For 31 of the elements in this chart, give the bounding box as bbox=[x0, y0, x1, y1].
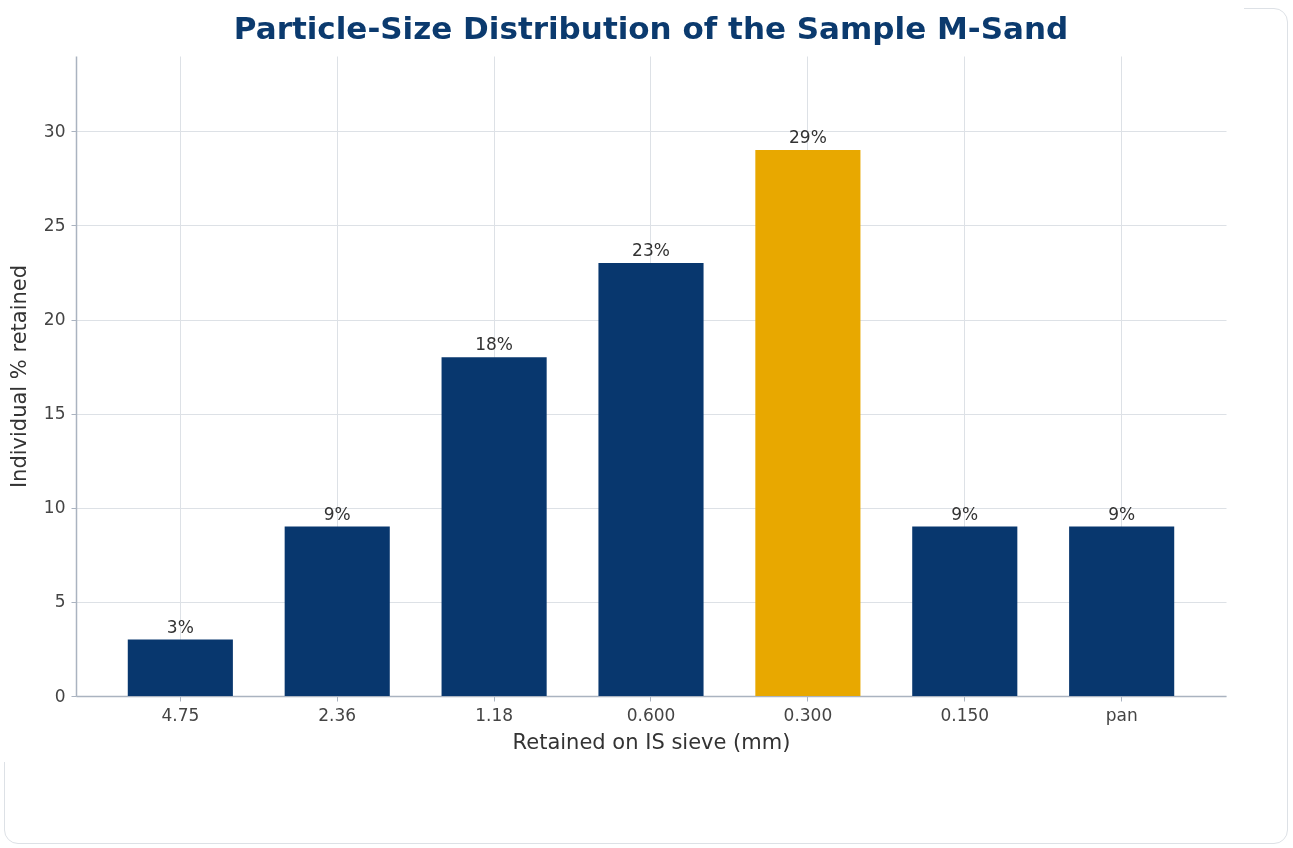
x-tick-label: 4.75 bbox=[161, 704, 200, 725]
y-tick-label: 5 bbox=[54, 591, 66, 612]
data-label: 29% bbox=[788, 127, 827, 148]
x-tick-label: 0.600 bbox=[626, 704, 676, 725]
data-label: 9% bbox=[323, 503, 351, 524]
x-tick-label: 0.300 bbox=[783, 704, 833, 725]
data-label: 3% bbox=[166, 616, 194, 637]
bar bbox=[441, 357, 547, 696]
x-tick-label: 1.18 bbox=[475, 704, 514, 725]
y-tick-label: 25 bbox=[43, 214, 66, 235]
y-axis-title: Individual % retained bbox=[6, 264, 31, 489]
data-label: 23% bbox=[632, 240, 670, 261]
y-tick-label: 0 bbox=[54, 685, 66, 706]
bar bbox=[1069, 526, 1175, 696]
x-tick-label: 0.150 bbox=[940, 704, 990, 725]
data-label: 9% bbox=[1108, 503, 1136, 524]
x-tick-label: pan bbox=[1105, 704, 1138, 725]
y-tick-label: 20 bbox=[43, 309, 66, 330]
bar bbox=[598, 263, 704, 696]
bar bbox=[912, 526, 1018, 696]
bar bbox=[755, 150, 861, 696]
bar bbox=[127, 639, 233, 696]
chart-title: Particle-Size Distribution of the Sample M-Sand bbox=[233, 10, 1069, 46]
y-tick-label: 30 bbox=[43, 120, 66, 141]
bar bbox=[284, 526, 390, 696]
y-tick-label: 15 bbox=[43, 403, 66, 424]
x-tick-label: 2.36 bbox=[318, 704, 357, 725]
data-label: 9% bbox=[951, 503, 979, 524]
data-label: 18% bbox=[475, 334, 514, 355]
x-axis-title: Retained on IS sieve (mm) bbox=[512, 729, 791, 754]
y-tick-label: 10 bbox=[43, 497, 66, 518]
